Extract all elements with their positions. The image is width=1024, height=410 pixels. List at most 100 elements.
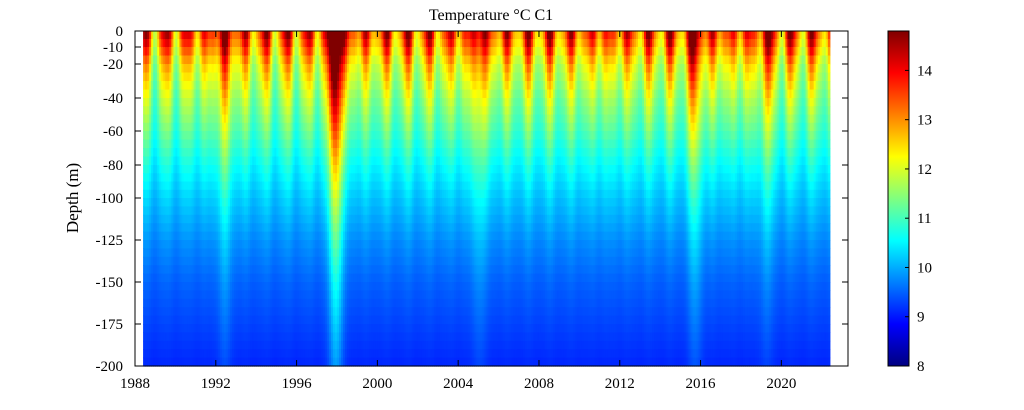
- heatmap-cell: [171, 98, 174, 107]
- heatmap-cell: [244, 231, 247, 241]
- heatmap-cell: [153, 206, 156, 216]
- heatmap-cell: [155, 357, 158, 367]
- heatmap-cell: [219, 324, 223, 333]
- heatmap-cell: [310, 55, 314, 65]
- heatmap-cell: [258, 290, 261, 300]
- heatmap-cell: [312, 98, 316, 107]
- heatmap-cell: [195, 31, 199, 40]
- heatmap-cell: [201, 189, 205, 199]
- heatmap-cell: [304, 181, 308, 191]
- heatmap-cell: [185, 332, 189, 342]
- heatmap-cell: [250, 131, 253, 141]
- heatmap-cell: [274, 198, 277, 207]
- heatmap-cell: [302, 332, 306, 342]
- heatmap-cell: [201, 315, 205, 325]
- heatmap-cell: [219, 298, 223, 308]
- heatmap-cell: [347, 165, 350, 174]
- heatmap-cell: [290, 55, 294, 65]
- heatmap-cell: [343, 81, 346, 91]
- heatmap-cell: [227, 106, 231, 116]
- heatmap-cell: [195, 165, 199, 174]
- heatmap-cell: [347, 81, 350, 91]
- heatmap-cell: [298, 231, 302, 241]
- heatmap-cell: [205, 156, 209, 166]
- heatmap-cell: [203, 114, 207, 124]
- heatmap-cell: [189, 349, 193, 359]
- heatmap-cell: [246, 181, 249, 191]
- heatmap-cell: [231, 324, 235, 333]
- heatmap-cell: [163, 340, 166, 350]
- heatmap-cell: [240, 98, 243, 107]
- heatmap-cell: [272, 122, 275, 132]
- heatmap-cell: [351, 223, 354, 233]
- heatmap-cell: [231, 332, 235, 342]
- heatmap-cell: [183, 89, 187, 99]
- heatmap-cell: [238, 106, 241, 116]
- heatmap-cell: [308, 332, 312, 342]
- heatmap-cell: [254, 122, 257, 132]
- heatmap-cell: [306, 189, 310, 199]
- heatmap-cell: [318, 315, 322, 325]
- heatmap-cell: [244, 198, 247, 207]
- heatmap-cell: [223, 81, 227, 91]
- heatmap-cell: [191, 89, 195, 99]
- heatmap-cell: [161, 298, 164, 308]
- heatmap-cell: [187, 81, 191, 91]
- heatmap-cell: [197, 148, 201, 158]
- heatmap-cell: [173, 349, 176, 359]
- heatmap-cell: [191, 206, 195, 216]
- heatmap-cell: [326, 231, 330, 241]
- heatmap-cell: [163, 240, 166, 249]
- heatmap-cell: [296, 256, 300, 266]
- heatmap-cell: [345, 273, 348, 283]
- heatmap-cell: [191, 148, 195, 158]
- heatmap-cell: [213, 265, 217, 275]
- heatmap-cell: [197, 349, 201, 359]
- heatmap-cell: [215, 165, 219, 174]
- heatmap-cell: [179, 156, 183, 166]
- heatmap-cell: [320, 248, 324, 258]
- heatmap-cell: [215, 189, 219, 199]
- heatmap-cell: [314, 206, 318, 216]
- heatmap-cell: [143, 98, 146, 107]
- heatmap-cell: [260, 324, 263, 333]
- heatmap-cell: [274, 265, 277, 275]
- heatmap-cell: [339, 64, 342, 74]
- heatmap-cell: [183, 248, 187, 258]
- heatmap-cell: [238, 139, 241, 149]
- heatmap-cell: [211, 122, 215, 132]
- heatmap-cell: [294, 106, 298, 116]
- heatmap-cell: [217, 357, 221, 367]
- heatmap-cell: [290, 307, 294, 317]
- heatmap-cell: [290, 256, 294, 266]
- heatmap-cell: [157, 139, 160, 149]
- heatmap-cell: [187, 324, 191, 333]
- heatmap-cell: [197, 173, 201, 183]
- heatmap-cell: [171, 206, 174, 216]
- heatmap-cell: [244, 31, 247, 40]
- heatmap-cell: [185, 148, 189, 158]
- heatmap-cell: [179, 106, 183, 116]
- heatmap-cell: [254, 39, 257, 48]
- heatmap-cell: [284, 298, 288, 308]
- heatmap-cell: [254, 332, 257, 342]
- heatmap-cell: [165, 198, 168, 207]
- heatmap-cell: [175, 139, 179, 149]
- heatmap-cell: [314, 106, 318, 116]
- heatmap-cell: [221, 106, 225, 116]
- heatmap-cell: [282, 231, 286, 241]
- heatmap-cell: [268, 64, 271, 74]
- heatmap-cell: [294, 349, 298, 359]
- heatmap-cell: [320, 181, 324, 191]
- heatmap-cell: [306, 282, 310, 291]
- heatmap-cell: [270, 223, 273, 233]
- heatmap-cell: [205, 324, 209, 333]
- heatmap-cell: [268, 315, 271, 325]
- heatmap-cell: [341, 189, 344, 199]
- heatmap-cell: [242, 256, 245, 266]
- heatmap-cell: [151, 189, 154, 199]
- heatmap-cell: [353, 298, 356, 308]
- heatmap-cell: [302, 139, 306, 149]
- heatmap-cell: [195, 47, 199, 57]
- heatmap-cell: [201, 340, 205, 350]
